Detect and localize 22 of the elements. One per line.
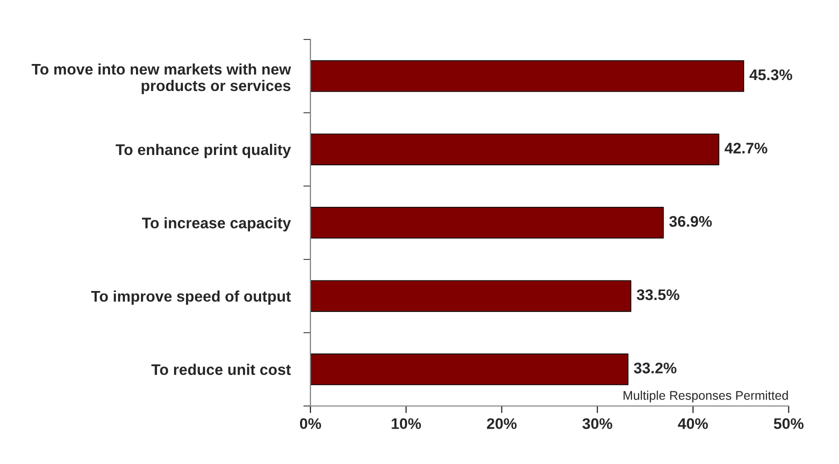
annotation: Multiple Responses Permitted [624, 390, 788, 402]
bar [310, 206, 664, 239]
data-label: 33.2% [634, 362, 676, 374]
bar [310, 280, 632, 312]
bar [310, 134, 720, 166]
y-tick-label: To move into new markets with new products or services [32, 63, 292, 94]
data-label: 45.3% [749, 69, 792, 80]
x-tick-label: 0% [300, 418, 322, 430]
y-tick-label: To reduce unit cost [151, 364, 291, 376]
x-tick-label: 10% [392, 418, 421, 430]
y-tick-label: To enhance print quality [116, 144, 291, 158]
bar [310, 354, 628, 386]
bar [310, 60, 744, 92]
data-label: 36.9% [669, 216, 712, 227]
x-tick-label: 50% [774, 418, 804, 430]
data-label: 33.5% [636, 289, 680, 300]
x-tick-label: 20% [486, 418, 517, 430]
x-tick-label: 30% [582, 418, 612, 430]
y-tick-label: To improve speed of output [91, 290, 291, 305]
data-label: 42.7% [724, 142, 768, 154]
x-tick-label: 40% [678, 418, 708, 430]
y-tick-label: To increase capacity [142, 217, 291, 232]
